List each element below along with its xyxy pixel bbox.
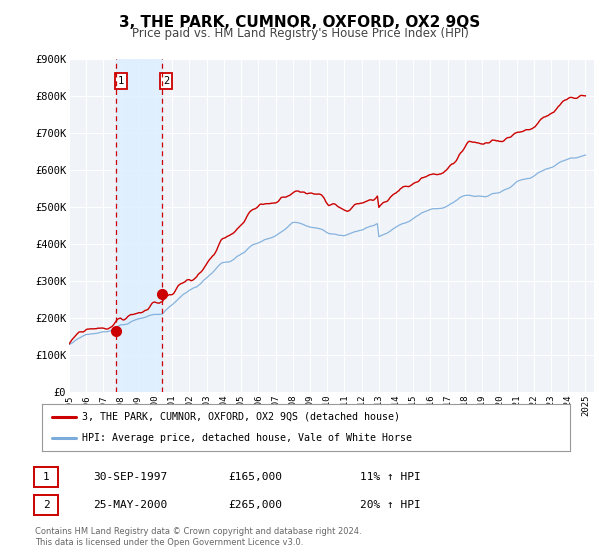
Text: 1: 1 (43, 472, 50, 482)
Text: 3, THE PARK, CUMNOR, OXFORD, OX2 9QS (detached house): 3, THE PARK, CUMNOR, OXFORD, OX2 9QS (de… (82, 412, 400, 422)
Bar (116, 59, 161, 392)
Text: 3, THE PARK, CUMNOR, OXFORD, OX2 9QS: 3, THE PARK, CUMNOR, OXFORD, OX2 9QS (119, 15, 481, 30)
Text: 30-SEP-1997: 30-SEP-1997 (93, 472, 167, 482)
Text: £165,000: £165,000 (228, 472, 282, 482)
Text: 2: 2 (163, 76, 169, 86)
Text: 25-MAY-2000: 25-MAY-2000 (93, 500, 167, 510)
Text: £265,000: £265,000 (228, 500, 282, 510)
Text: HPI: Average price, detached house, Vale of White Horse: HPI: Average price, detached house, Vale… (82, 433, 412, 444)
Text: Price paid vs. HM Land Registry's House Price Index (HPI): Price paid vs. HM Land Registry's House … (131, 27, 469, 40)
Text: 20% ↑ HPI: 20% ↑ HPI (360, 500, 421, 510)
Text: 1: 1 (118, 76, 124, 86)
Text: 11% ↑ HPI: 11% ↑ HPI (360, 472, 421, 482)
Text: Contains HM Land Registry data © Crown copyright and database right 2024.: Contains HM Land Registry data © Crown c… (35, 528, 361, 536)
Text: 2: 2 (43, 500, 50, 510)
Text: This data is licensed under the Open Government Licence v3.0.: This data is licensed under the Open Gov… (35, 538, 303, 547)
